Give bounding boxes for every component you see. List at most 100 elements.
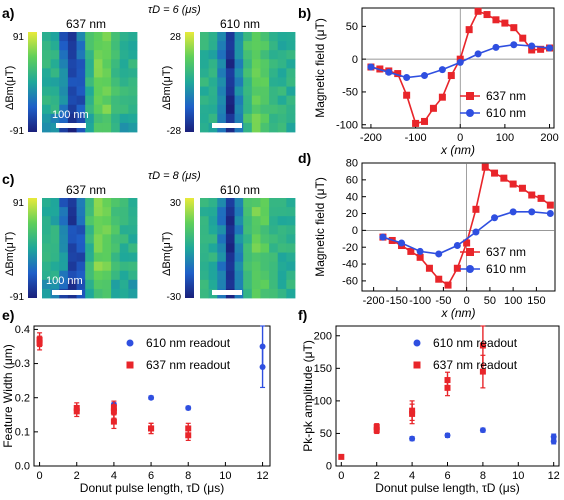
map-pixel xyxy=(102,104,112,115)
map-pixel xyxy=(269,86,279,97)
x-tick-label: 0 xyxy=(457,132,463,144)
map-pixel xyxy=(234,279,244,290)
data-point xyxy=(110,418,117,425)
map-pixel xyxy=(260,59,270,69)
map-pixel xyxy=(128,279,138,290)
map-pixel xyxy=(76,50,86,60)
map-pixel xyxy=(269,59,279,69)
map-pixel xyxy=(251,50,261,60)
map-pixel xyxy=(251,41,261,51)
map-pixel xyxy=(59,32,69,42)
map-pixel xyxy=(59,77,69,87)
map-pixel xyxy=(217,86,227,97)
y-tick-label: 40 xyxy=(346,191,358,203)
map-pixel xyxy=(102,243,112,253)
map-pixel xyxy=(119,32,129,42)
map-pixel xyxy=(93,68,103,78)
map-pixel xyxy=(269,252,279,263)
map-pixel xyxy=(67,252,77,263)
data-point xyxy=(409,435,416,442)
map-pixel xyxy=(102,68,112,78)
map-pixel xyxy=(217,41,227,51)
data-point xyxy=(438,93,446,101)
map-pixel xyxy=(251,207,261,217)
map-pixel xyxy=(111,59,121,69)
map-pixel xyxy=(234,113,244,124)
y-axis-label: Pk-pk amplitude (μT) xyxy=(301,340,315,452)
map-pixel xyxy=(59,252,69,263)
data-point xyxy=(466,109,474,117)
map-pixel xyxy=(269,225,279,235)
map-pixel xyxy=(50,234,60,244)
map-pixel xyxy=(251,104,261,115)
map-pixel xyxy=(269,95,279,106)
data-point xyxy=(550,438,557,445)
map-pixel xyxy=(93,270,103,281)
map-pixel xyxy=(50,68,60,78)
colorbar-c-left-label: ΔBm(μT) xyxy=(4,232,16,276)
map-pixel xyxy=(119,41,129,51)
map-pixel xyxy=(225,216,235,226)
map-pixel xyxy=(217,252,227,263)
map-pixel xyxy=(93,207,103,217)
map-pixel xyxy=(243,68,253,78)
map-pixel xyxy=(50,207,60,217)
map-pixel xyxy=(59,41,69,51)
map-pixel xyxy=(234,216,244,226)
panel-letter-a: a) xyxy=(2,5,14,21)
colorbar-c-right xyxy=(185,198,194,298)
data-point xyxy=(444,384,451,391)
map-pixel xyxy=(251,261,261,272)
map-pixel xyxy=(50,122,60,133)
map-pixel xyxy=(128,59,138,69)
map-pixel xyxy=(111,113,121,124)
data-point xyxy=(466,248,474,256)
data-point xyxy=(472,228,480,236)
map-pixel xyxy=(67,234,77,244)
x-axis-label: Donut pulse length, τD (μs) xyxy=(375,481,519,495)
map-pixel xyxy=(85,270,95,281)
data-point xyxy=(148,425,155,432)
map-pixel xyxy=(286,261,296,272)
map-pixel xyxy=(286,288,296,299)
map-pixel xyxy=(76,207,86,217)
map-pixel xyxy=(67,68,77,78)
map-pixel xyxy=(128,113,138,124)
map-pixel xyxy=(251,122,261,133)
map-pixel xyxy=(269,113,279,124)
map-pixel xyxy=(286,113,296,124)
map-pixel xyxy=(50,41,60,51)
map-pixel xyxy=(59,104,69,115)
map-pixel xyxy=(208,279,218,290)
map-pixel xyxy=(111,225,121,235)
map-pixel xyxy=(67,50,77,60)
map-pixel xyxy=(50,225,60,235)
data-point xyxy=(483,11,491,19)
map-pixel xyxy=(50,59,60,69)
map-pixel xyxy=(269,68,279,78)
map-pixel xyxy=(260,252,270,263)
map-pixel xyxy=(208,32,218,42)
map-pixel xyxy=(277,288,287,299)
map-pixel xyxy=(200,95,210,106)
map-pixel xyxy=(42,113,52,124)
map-pixel xyxy=(217,198,227,208)
map-pixel xyxy=(286,95,296,106)
data-point xyxy=(474,7,482,15)
map-pixel xyxy=(217,270,227,281)
map-pixel xyxy=(200,122,210,133)
map-pixel xyxy=(93,216,103,226)
map-pixel xyxy=(85,32,95,42)
legend: 610 nm readout 637 nm readout xyxy=(126,336,231,372)
map-pixel xyxy=(277,279,287,290)
map-pixel xyxy=(111,252,121,263)
map-pixel xyxy=(225,225,235,235)
map-pixel xyxy=(260,50,270,60)
map-pixel xyxy=(50,86,60,97)
map-pixel xyxy=(76,41,86,51)
y-axis-label: Magnetic field (μT) xyxy=(313,177,327,277)
x-tick-label: 100 xyxy=(496,132,514,144)
y-tick-label: 0.3 xyxy=(15,358,30,370)
map-pixel xyxy=(217,261,227,272)
